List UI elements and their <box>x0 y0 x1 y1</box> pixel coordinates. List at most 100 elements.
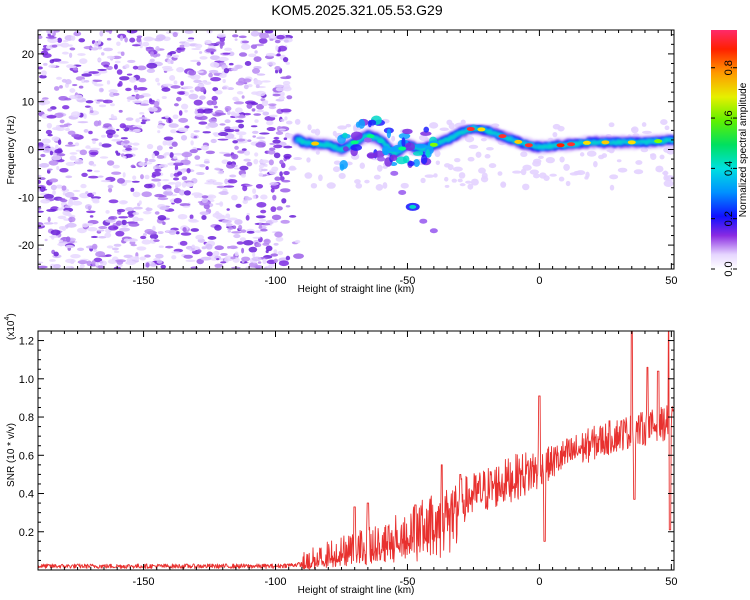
spectrogram-noise-blob <box>274 176 281 181</box>
spectrogram-noise-blob <box>116 41 121 47</box>
spectrogram-noise-blob <box>69 152 78 155</box>
spectrogram-noise-blob <box>376 164 383 172</box>
spectrogram-noise-blob <box>51 136 60 142</box>
spectrogram-noise-blob <box>96 99 105 102</box>
spectrogram-noise-blob <box>129 240 136 245</box>
spectrogram-noise-blob <box>194 86 202 92</box>
snr-x-axis-label: Height of straight line (km) <box>298 585 415 596</box>
spectrogram-noise-blob <box>259 32 270 39</box>
spectrogram-noise-blob <box>224 257 229 263</box>
spectrogram-signal-clump <box>407 160 415 167</box>
spectrogram-noise-blob <box>48 64 57 69</box>
spectrogram-noise-blob <box>87 226 98 232</box>
spectrogram-noise-blob <box>271 214 282 221</box>
spectrogram-noise-blob <box>57 197 66 201</box>
spectrogram-noise-blob <box>88 71 100 74</box>
spectrogram-noise-blob <box>231 112 241 117</box>
spectrogram-noise-blob <box>254 230 262 233</box>
spectrogram-noise-blob <box>38 261 44 264</box>
spectrogram-noise-blob <box>116 152 121 156</box>
spectrogram-noise-blob <box>157 197 169 201</box>
spectrogram-noise-blob <box>270 188 275 193</box>
spectrogram-noise-blob <box>111 138 122 142</box>
spectrogram-noise-blob <box>49 150 53 156</box>
snr-y-tick-label: 0.4 <box>19 489 34 501</box>
spectrogram-noise-blob <box>274 231 283 238</box>
spectrogram-noise-blob <box>252 188 257 194</box>
spectrogram-signal-clump <box>401 137 406 148</box>
spectrogram-noise-blob <box>87 169 93 172</box>
spectrogram-noise-blob <box>204 39 212 45</box>
spectrogram-noise-blob <box>138 77 147 83</box>
colorbar-tick-label: 0.8 <box>723 60 735 75</box>
spectrogram-noise-blob <box>224 119 231 124</box>
spectrogram-noise-blob <box>199 211 210 216</box>
spectrogram-noise-blob <box>140 235 147 240</box>
spectrogram-noise-blob <box>160 264 167 269</box>
spectrogram-noise-blob <box>141 191 152 198</box>
spectrogram-noise-blob <box>145 262 150 268</box>
spectrogram-noise-blob <box>282 57 289 63</box>
spectrogram-noise-blob <box>199 201 211 205</box>
spectrogram-noise-blob <box>133 84 138 91</box>
spectrogram-noise-blob <box>266 120 274 126</box>
spectrogram-noise-blob <box>46 114 57 119</box>
colorbar-label: Normalized spectral amplitude <box>738 82 749 217</box>
spectrogram-noise-blob <box>154 168 162 173</box>
spectrogram-noise-blob <box>182 85 194 90</box>
spectrogram-noise-blob <box>434 150 441 158</box>
spectrogram-noise-blob <box>272 93 281 97</box>
spectrogram-noise-blob <box>86 210 96 214</box>
spectrogram-noise-blob <box>61 51 69 55</box>
chart-title: KOM5.2025.321.05.53.G29 <box>271 2 442 18</box>
spectrogram-noise-blob <box>234 107 243 114</box>
spectrogram-noise-blob <box>236 131 247 136</box>
spectrogram-noise-blob <box>85 145 91 149</box>
spectrogram-hotspot <box>498 134 507 139</box>
spectrogram-noise-blob <box>43 193 54 200</box>
spectrogram-noise-blob <box>96 229 105 232</box>
spectrogram-noise-blob <box>93 257 103 263</box>
spectrogram-branch-core <box>409 204 417 209</box>
spectrogram-hotspot <box>366 134 375 139</box>
spectrogram-noise-blob <box>180 232 192 236</box>
spectrogram-noise-blob <box>64 127 71 132</box>
spectrogram-noise-blob <box>119 227 131 232</box>
spectrogram-noise-blob <box>65 258 76 264</box>
spectrogram-noise-blob <box>137 94 145 99</box>
spectrogram-y-axis-label: Frequency (Hz) <box>6 116 17 185</box>
spectrogram-noise-blob <box>113 243 122 247</box>
spectrogram-noise-blob <box>146 62 158 69</box>
spectrogram-noise-blob <box>205 166 209 170</box>
spectrogram-noise-blob <box>204 108 214 111</box>
spectrogram-noise-blob <box>500 182 507 187</box>
spectrogram-noise-blob <box>215 211 220 216</box>
spectrogram-noise-blob <box>189 214 194 220</box>
spectrogram-noise-blob <box>664 125 670 131</box>
spectrogram-noise-blob <box>156 260 163 264</box>
spectrogram-noise-blob <box>254 43 265 47</box>
spectrogram-noise-blob <box>122 155 127 159</box>
spectrogram-noise-blob <box>47 108 53 112</box>
spectrogram-noise-blob <box>255 142 266 148</box>
spectrogram-noise-blob <box>275 236 284 242</box>
spectrogram-noise-blob <box>314 128 321 136</box>
spectrogram-signal-clump <box>342 146 349 152</box>
spectrogram-noise-blob <box>77 260 88 265</box>
spectrogram-noise-blob <box>154 193 165 198</box>
spectrogram-noise-blob <box>105 254 112 257</box>
spectrogram-noise-blob <box>136 246 147 251</box>
spectrogram-noise-blob <box>165 115 169 119</box>
spectrogram-noise-blob <box>174 164 179 171</box>
spectrogram-noise-blob <box>99 156 109 159</box>
spectrogram-noise-blob <box>205 150 215 155</box>
spectrogram-noise-blob <box>189 59 201 63</box>
spectrogram-noise-blob <box>57 37 63 43</box>
spectrogram-noise-blob <box>49 259 56 262</box>
spectrogram-noise-blob <box>251 130 259 134</box>
spectrogram-signal-clump <box>377 139 384 144</box>
spectrogram-noise-blob <box>224 105 232 112</box>
spectrogram-noise-blob <box>51 155 62 161</box>
spectrogram-noise-blob <box>142 210 152 215</box>
spectrogram-hotspot <box>477 127 486 132</box>
